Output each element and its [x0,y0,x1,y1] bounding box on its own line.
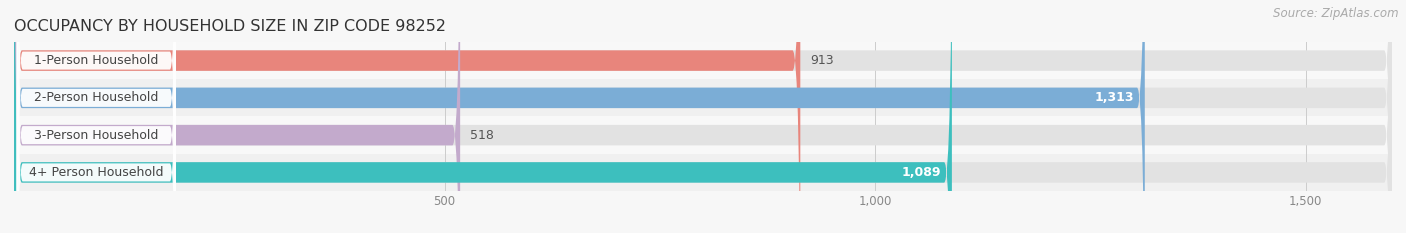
Text: 4+ Person Household: 4+ Person Household [30,166,163,179]
FancyBboxPatch shape [14,0,800,233]
FancyBboxPatch shape [14,0,952,233]
Text: Source: ZipAtlas.com: Source: ZipAtlas.com [1274,7,1399,20]
FancyBboxPatch shape [14,0,460,233]
FancyBboxPatch shape [14,42,1392,79]
FancyBboxPatch shape [17,0,176,233]
FancyBboxPatch shape [17,0,176,233]
Text: 1,313: 1,313 [1095,91,1135,104]
FancyBboxPatch shape [14,0,1392,233]
Text: OCCUPANCY BY HOUSEHOLD SIZE IN ZIP CODE 98252: OCCUPANCY BY HOUSEHOLD SIZE IN ZIP CODE … [14,19,446,34]
FancyBboxPatch shape [14,154,1392,191]
FancyBboxPatch shape [14,116,1392,154]
Text: 1,089: 1,089 [903,166,942,179]
Text: 2-Person Household: 2-Person Household [34,91,159,104]
FancyBboxPatch shape [14,0,1392,233]
Text: 913: 913 [811,54,834,67]
FancyBboxPatch shape [17,0,176,233]
Text: 3-Person Household: 3-Person Household [34,129,159,142]
FancyBboxPatch shape [14,0,1392,233]
FancyBboxPatch shape [14,0,1392,233]
Text: 1-Person Household: 1-Person Household [34,54,159,67]
FancyBboxPatch shape [14,79,1392,116]
Text: 518: 518 [471,129,495,142]
FancyBboxPatch shape [17,0,176,233]
FancyBboxPatch shape [14,0,1144,233]
